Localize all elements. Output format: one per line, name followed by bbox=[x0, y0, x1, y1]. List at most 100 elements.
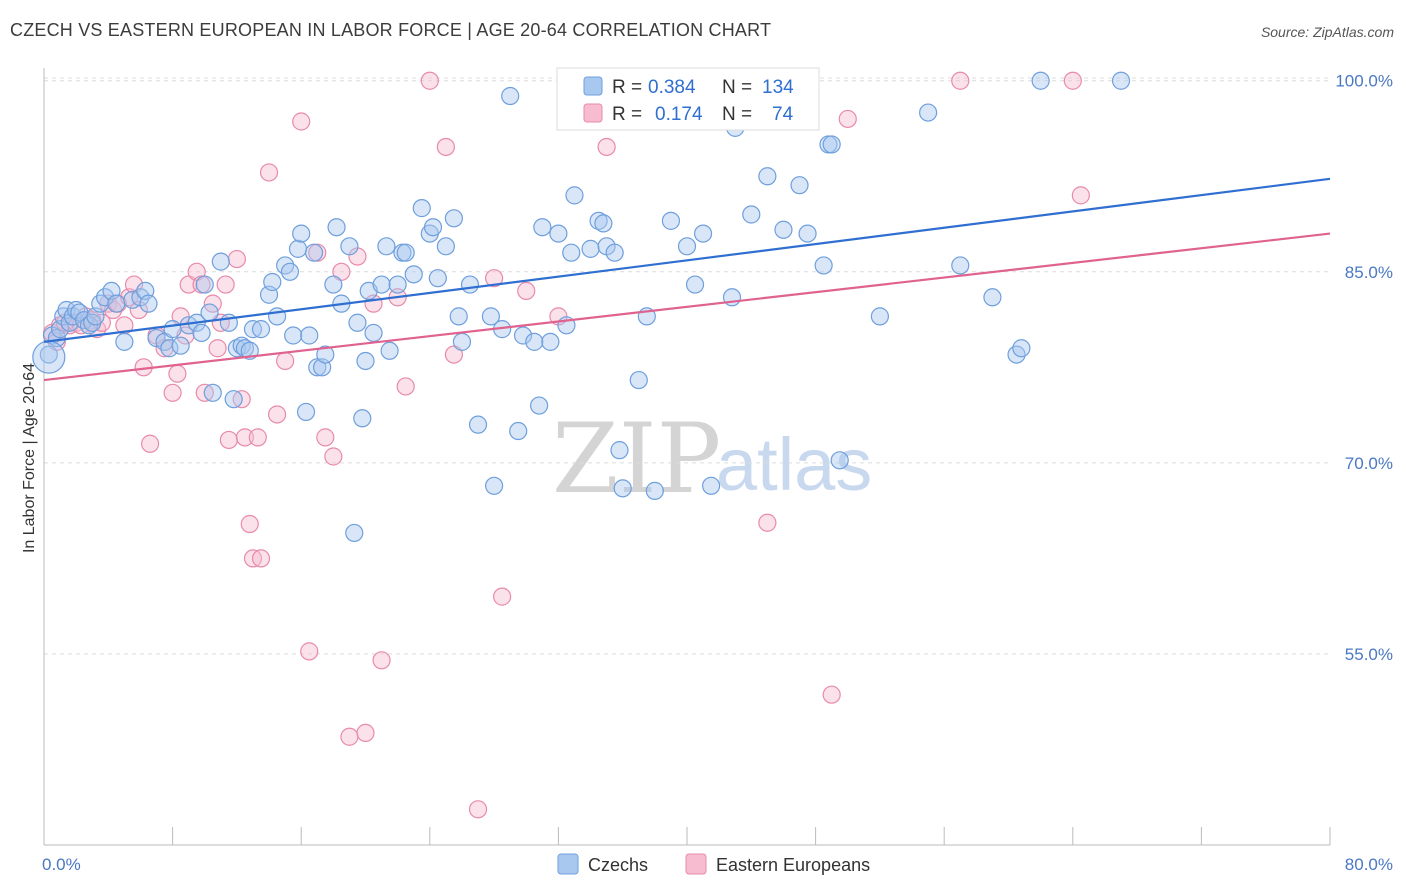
czechs-point-30 bbox=[192, 323, 211, 343]
czechs-point-132 bbox=[1111, 71, 1131, 90]
czechs-point-64 bbox=[356, 351, 375, 371]
legend-label-eastern-europeans: Eastern Europeans bbox=[716, 855, 870, 875]
gridlines bbox=[44, 77, 1330, 655]
watermark: ZIP atlas bbox=[552, 403, 872, 515]
watermark-atlas-text: atlas bbox=[716, 423, 872, 506]
czechs-point-57 bbox=[324, 275, 343, 294]
czechs-point-111 bbox=[693, 224, 713, 243]
czechs-point-103 bbox=[610, 441, 629, 460]
czechs-point-27 bbox=[171, 336, 190, 355]
czechs-point-81 bbox=[452, 332, 472, 351]
eastern-europeans-point-74 bbox=[1071, 186, 1090, 205]
stats-r-value-czechs: 0.384 bbox=[648, 77, 696, 98]
stats-box: R = 0.384 N = 134 R = 0.174 N = 74 bbox=[556, 67, 820, 131]
czechs-point-62 bbox=[348, 313, 367, 332]
eastern-europeans-point-71 bbox=[838, 109, 857, 129]
eastern-europeans-point-33 bbox=[216, 275, 235, 294]
czechs-point-117 bbox=[758, 167, 777, 186]
czechs-point-47 bbox=[280, 262, 300, 281]
eastern-europeans-point-41 bbox=[251, 549, 271, 568]
eastern-europeans-point-43 bbox=[267, 405, 287, 424]
stats-n-value-czechs: 134 bbox=[762, 77, 794, 98]
czechs-point-34 bbox=[211, 252, 230, 271]
eastern-europeans-point-68 bbox=[758, 513, 777, 532]
legend-label-czechs: Czechs bbox=[588, 855, 648, 875]
eastern-europeans-trend-line bbox=[43, 232, 1331, 382]
czechs-trend-line bbox=[43, 177, 1331, 343]
czechs-point-121 bbox=[814, 256, 833, 275]
czechs-point-107 bbox=[645, 481, 664, 500]
czechs-point-83 bbox=[468, 415, 488, 434]
eastern-europeans-point-38 bbox=[240, 514, 259, 534]
stats-swatch-eastern-europeans bbox=[583, 103, 603, 123]
eastern-europeans-point-35 bbox=[227, 249, 246, 269]
czechs-point-104 bbox=[613, 479, 632, 498]
czechs-point-128 bbox=[983, 288, 1002, 307]
czechs-point-109 bbox=[677, 237, 697, 256]
czechs-point-51 bbox=[296, 402, 316, 422]
czechs-point-0 bbox=[39, 345, 58, 364]
czechs-point-68 bbox=[377, 237, 396, 256]
eastern-europeans-point-46 bbox=[300, 642, 319, 661]
watermark-zip-text: ZIP bbox=[552, 403, 721, 515]
czechs-points bbox=[32, 71, 1131, 543]
eastern-europeans-point-45 bbox=[292, 112, 311, 131]
czechs-point-77 bbox=[428, 269, 447, 288]
stats-swatch-czechs bbox=[583, 76, 603, 96]
czechs-point-42 bbox=[251, 320, 271, 339]
eastern-europeans-point-63 bbox=[493, 587, 512, 606]
czechs-point-53 bbox=[304, 243, 324, 262]
czechs-cluster-point bbox=[32, 340, 66, 374]
eastern-europeans-point-31 bbox=[208, 339, 227, 358]
stats-n-value-eastern-europeans: 74 bbox=[772, 104, 794, 125]
stats-n-label-eastern-europeans: N = bbox=[722, 104, 752, 125]
czechs-point-40 bbox=[240, 341, 259, 360]
eastern-europeans-point-66 bbox=[597, 137, 616, 157]
eastern-europeans-point-62 bbox=[485, 269, 504, 288]
czechs-point-84 bbox=[485, 476, 504, 495]
eastern-europeans-point-72 bbox=[951, 71, 970, 90]
czechs-point-131 bbox=[1031, 71, 1050, 90]
czechs-point-44 bbox=[263, 272, 282, 292]
czechs-point-31 bbox=[195, 275, 214, 294]
czechs-point-78 bbox=[436, 237, 455, 256]
czechs-point-116 bbox=[742, 205, 761, 224]
y-axis-title: In Labor Force | Age 20-64 bbox=[21, 363, 38, 553]
czechs-point-58 bbox=[327, 218, 346, 237]
eastern-europeans-point-53 bbox=[356, 723, 375, 743]
czechs-point-91 bbox=[530, 396, 549, 415]
czechs-point-108 bbox=[661, 211, 681, 230]
czechs-point-76 bbox=[423, 218, 443, 237]
czechs-point-63 bbox=[353, 409, 372, 428]
czechs-point-74 bbox=[412, 199, 431, 218]
eastern-europeans-point-40 bbox=[248, 428, 267, 447]
czechs-point-96 bbox=[562, 243, 581, 262]
y-tick-label-70: 70.0% bbox=[1345, 454, 1393, 473]
eastern-europeans-point-70 bbox=[822, 685, 841, 704]
czechs-point-90 bbox=[525, 332, 544, 351]
eastern-europeans-point-55 bbox=[372, 651, 391, 670]
czechs-point-125 bbox=[870, 307, 890, 326]
czechs-point-60 bbox=[340, 237, 359, 256]
stats-r-value-eastern-europeans: 0.174 bbox=[655, 104, 703, 125]
czechs-point-88 bbox=[509, 421, 528, 441]
czechs-point-25 bbox=[160, 339, 179, 358]
eastern-europeans-point-58 bbox=[420, 71, 439, 90]
y-tick-label-85: 85.0% bbox=[1345, 263, 1393, 282]
czechs-point-79 bbox=[444, 209, 464, 228]
eastern-europeans-point-22 bbox=[163, 383, 182, 402]
eastern-europeans-point-44 bbox=[276, 351, 295, 371]
eastern-europeans-point-23 bbox=[168, 364, 187, 383]
czechs-point-80 bbox=[449, 307, 468, 326]
eastern-europeans-point-51 bbox=[340, 727, 359, 746]
x-axis-ticks bbox=[43, 827, 1331, 845]
eastern-europeans-point-61 bbox=[468, 800, 488, 819]
y-tick-label-55: 55.0% bbox=[1345, 645, 1393, 664]
legend: Czechs Eastern Europeans bbox=[557, 853, 870, 875]
eastern-europeans-point-19 bbox=[140, 434, 160, 453]
czechs-point-22 bbox=[139, 294, 158, 313]
czechs-point-73 bbox=[404, 265, 423, 284]
czechs-point-61 bbox=[345, 523, 364, 543]
czechs-point-124 bbox=[830, 451, 849, 470]
